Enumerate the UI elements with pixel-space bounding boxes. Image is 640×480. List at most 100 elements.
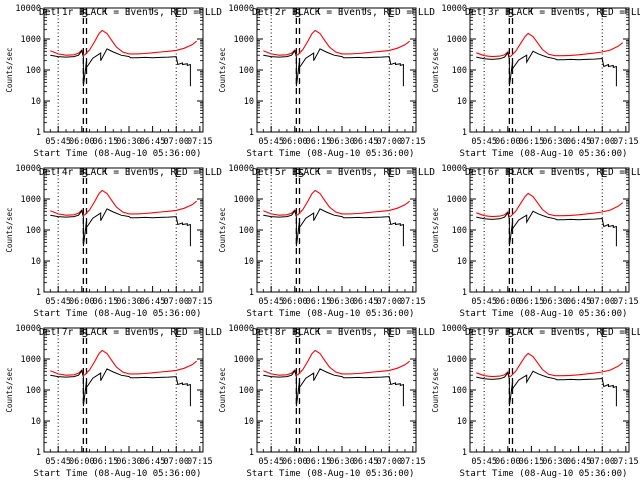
x-axis-label: Start Time (08-Aug-10 05:36:00) <box>460 309 628 319</box>
y-tick-label: 10 <box>457 417 467 427</box>
y-axis-label: Counts/sec <box>5 367 14 412</box>
y-tick-label: 1000 <box>447 35 467 45</box>
y-axis-label: Counts/sec <box>5 47 14 92</box>
series-line-red <box>263 29 411 56</box>
series-line-black <box>263 368 404 407</box>
x-tick-label: 06:30 <box>116 137 142 147</box>
x-tick-label: 06:15 <box>93 457 119 467</box>
series-line-red <box>476 352 624 378</box>
y-tick-label: 1000 <box>447 195 467 205</box>
y-tick-label: 100 <box>26 66 41 76</box>
series-line-black <box>476 370 617 407</box>
y-tick-label: 10 <box>31 257 41 267</box>
marker-letter: L <box>174 327 181 340</box>
y-tick-label: 1000 <box>234 195 254 205</box>
x-tick-label: 07:15 <box>187 297 213 307</box>
x-tick-label: 06:15 <box>306 457 332 467</box>
x-tick-label: 06:30 <box>116 297 142 307</box>
x-tick-label: 06:00 <box>69 457 95 467</box>
detector-panel-1: Det 1r BLACK = Events, RED = LLD Counts/s… <box>5 4 222 159</box>
y-tick-label: 100 <box>452 226 467 236</box>
series-line-red <box>50 349 198 376</box>
x-tick-label: 06:45 <box>566 457 592 467</box>
y-tick-label: 100 <box>239 386 254 396</box>
panel-title: Det 4r BLACK = Events, RED = LLD <box>39 167 222 178</box>
y-tick-label: 1000 <box>21 355 41 365</box>
x-tick-label: 05:45 <box>471 457 497 467</box>
x-tick-label: 06:00 <box>282 297 308 307</box>
marker-letter: L <box>387 327 394 340</box>
x-tick-label: 06:15 <box>519 457 545 467</box>
y-tick-label: 10000 <box>228 164 254 174</box>
detector-panel-2: Det 2r BLACK = Events, RED = LLD Counts/s… <box>218 4 435 159</box>
x-tick-label: 06:30 <box>116 457 142 467</box>
x-tick-label: 07:00 <box>163 137 189 147</box>
y-tick-label: 10 <box>457 97 467 107</box>
x-axis-label: Start Time (08-Aug-10 05:36:00) <box>34 469 202 479</box>
series-line-red <box>263 349 411 376</box>
series-line-black <box>476 210 617 247</box>
x-tick-label: 06:45 <box>566 137 592 147</box>
detector-panel-5: Det 5r BLACK = Events, RED = LLD Counts/s… <box>218 164 435 319</box>
y-tick-label: 1000 <box>21 195 41 205</box>
series-line-red <box>50 189 198 216</box>
x-tick-label: 06:30 <box>329 137 355 147</box>
y-tick-label: 10000 <box>441 324 467 334</box>
y-tick-label: 1000 <box>234 35 254 45</box>
marker-letter: P <box>295 167 302 180</box>
series-line-black <box>476 50 617 87</box>
marker-letter: L <box>600 327 607 340</box>
series-line-black <box>50 208 191 247</box>
y-tick-label: 10000 <box>15 324 41 334</box>
y-tick-label: 10000 <box>441 4 467 14</box>
y-tick-label: 10000 <box>15 4 41 14</box>
x-tick-label: 05:45 <box>45 137 71 147</box>
x-tick-label: 05:45 <box>471 137 497 147</box>
x-tick-label: 05:45 <box>45 457 71 467</box>
x-tick-label: 07:15 <box>187 457 213 467</box>
x-tick-label: 06:00 <box>495 457 521 467</box>
series-line-red <box>476 192 624 218</box>
series-line-red <box>263 189 411 216</box>
x-axis-label: Start Time (08-Aug-10 05:36:00) <box>34 149 202 159</box>
y-tick-label: 10 <box>244 257 254 267</box>
y-tick-label: 100 <box>26 226 41 236</box>
y-tick-label: 1 <box>462 288 467 298</box>
series-line-black <box>263 208 404 247</box>
x-axis-label: Start Time (08-Aug-10 05:36:00) <box>247 469 415 479</box>
y-tick-label: 10000 <box>15 164 41 174</box>
marker-letter: S <box>82 327 89 340</box>
x-tick-label: 05:45 <box>258 457 284 467</box>
x-tick-label: 06:00 <box>495 297 521 307</box>
y-tick-label: 10 <box>31 97 41 107</box>
y-axis-label: Counts/sec <box>218 367 227 412</box>
x-tick-label: 07:00 <box>376 457 402 467</box>
x-tick-label: 06:30 <box>329 297 355 307</box>
y-tick-label: 100 <box>239 226 254 236</box>
marker-letter: L <box>387 167 394 180</box>
series-line-black <box>50 48 191 87</box>
marker-letter: S <box>295 327 302 340</box>
detector-panel-9: Det 9r BLACK = Events, RED = LLD Counts/s… <box>431 324 640 479</box>
y-tick-label: 1 <box>36 128 41 138</box>
y-tick-label: 100 <box>452 66 467 76</box>
panel-title: Det 6r BLACK = Events, RED = LLD <box>465 167 640 178</box>
panel-title: Det 1r BLACK = Events, RED = LLD <box>39 7 222 18</box>
x-tick-label: 07:00 <box>163 457 189 467</box>
x-tick-label: 06:15 <box>306 297 332 307</box>
x-tick-label: 06:15 <box>519 297 545 307</box>
y-tick-label: 10 <box>457 257 467 267</box>
panel-title: Det 7r BLACK = Events, RED = LLD <box>39 327 222 338</box>
marker-letter: S <box>508 327 515 340</box>
y-tick-label: 100 <box>239 66 254 76</box>
x-tick-label: 07:15 <box>400 297 426 307</box>
y-axis-label: Counts/sec <box>5 207 14 252</box>
x-tick-label: 05:45 <box>45 297 71 307</box>
marker-letter: L <box>174 7 181 20</box>
x-tick-label: 06:15 <box>519 137 545 147</box>
x-tick-label: 06:45 <box>566 297 592 307</box>
x-tick-label: 07:00 <box>589 457 615 467</box>
x-axis-label: Start Time (08-Aug-10 05:36:00) <box>34 309 202 319</box>
marker-letter: S <box>295 7 302 20</box>
